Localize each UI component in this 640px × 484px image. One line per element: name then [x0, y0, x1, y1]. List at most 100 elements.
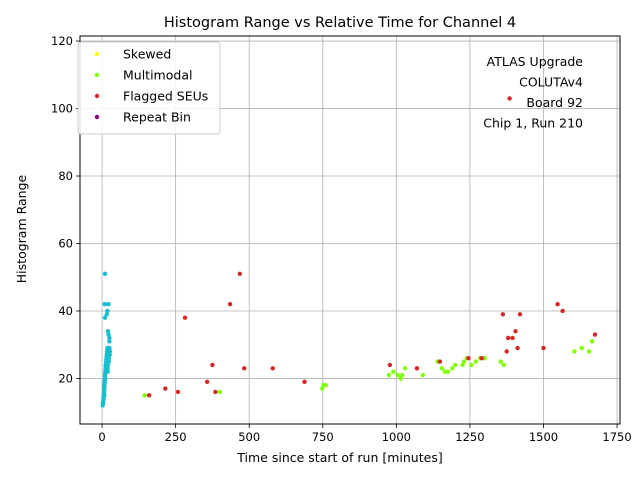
point-normal [106, 356, 112, 361]
point-flagged-seus [510, 335, 515, 341]
annotation-line: Board 92 [526, 95, 583, 110]
point-flagged-seus [555, 302, 560, 307]
point-normal [102, 393, 107, 398]
legend-marker-repeat-bin [94, 114, 100, 120]
point-normal [102, 315, 108, 320]
annotation-line: ATLAS Upgrade [487, 54, 584, 69]
point-flagged-seus [479, 356, 484, 361]
point-normal [105, 308, 110, 314]
point-flagged-seus [414, 366, 420, 371]
x-tick-label: 1500 [529, 430, 558, 444]
point-normal [105, 369, 110, 374]
point-normal [107, 349, 113, 354]
annotation-line: COLUTAv4 [519, 75, 583, 90]
point-flagged-seus [500, 312, 506, 317]
point-flagged-seus [213, 389, 218, 395]
point-flagged-seus [515, 345, 520, 351]
x-tick-label: 1000 [382, 430, 411, 444]
point-flagged-seus [163, 386, 168, 391]
point-normal [107, 339, 112, 344]
legend-label-repeat-bin: Repeat Bin [123, 110, 191, 125]
x-tick-label: 500 [238, 430, 260, 444]
point-multimodal [453, 362, 458, 368]
legend-label-multimodal: Multimodal [123, 68, 192, 83]
point-multimodal [469, 362, 474, 368]
y-tick-label: 100 [51, 102, 73, 116]
point-multimodal [498, 359, 504, 364]
point-flagged-seus [466, 356, 471, 361]
point-multimodal [450, 366, 455, 371]
point-flagged-seus [437, 359, 443, 364]
point-multimodal [217, 389, 222, 395]
point-multimodal [400, 372, 405, 378]
y-tick-label: 60 [58, 236, 73, 250]
point-multimodal [391, 369, 396, 374]
point-normal [102, 271, 108, 277]
data-points [100, 96, 598, 408]
x-tick-label: 1250 [455, 430, 484, 444]
point-flagged-seus [387, 362, 393, 368]
chart-annotation: ATLAS Upgrade COLUTAv4 Board 92 Chip 1, Run… [483, 54, 583, 131]
point-multimodal [579, 345, 584, 351]
chart-title: Histogram Range vs Relative Time for Cha… [164, 15, 516, 31]
point-multimodal [420, 372, 426, 378]
point-multimodal [589, 339, 595, 344]
y-tick-label: 80 [58, 169, 73, 183]
point-multimodal [586, 349, 592, 354]
point-multimodal [386, 372, 392, 378]
point-multimodal [319, 386, 325, 391]
point-multimodal [323, 383, 328, 388]
point-normal [106, 332, 111, 337]
point-flagged-seus [182, 315, 188, 320]
point-normal [106, 302, 111, 307]
legend: Skewed Multimodal Flagged SEUs Repeat Bin [77, 41, 221, 135]
x-tick-label: 0 [98, 430, 105, 444]
point-multimodal [398, 376, 403, 381]
y-tick-label: 40 [58, 304, 73, 318]
y-axis-label: Histogram Range [14, 174, 29, 283]
point-flagged-seus [505, 335, 511, 341]
point-multimodal [402, 366, 408, 371]
x-axis-label: Time since start of run [minutes] [236, 450, 442, 465]
point-flagged-seus [146, 393, 152, 398]
point-flagged-seus [592, 332, 598, 337]
x-tick-label: 1750 [602, 430, 631, 444]
point-multimodal [439, 366, 445, 371]
point-multimodal [461, 359, 467, 364]
legend-box [77, 41, 221, 135]
point-normal [106, 359, 112, 364]
point-flagged-seus [210, 362, 215, 368]
point-flagged-seus [175, 389, 181, 395]
point-flagged-seus [204, 379, 210, 385]
point-multimodal [460, 362, 465, 368]
point-normal [104, 312, 109, 317]
legend-marker-skewed [94, 51, 100, 57]
point-normal [107, 345, 112, 351]
point-multimodal [395, 372, 401, 378]
annotation-line: Chip 1, Run 210 [483, 116, 583, 131]
point-flagged-seus [242, 366, 247, 371]
y-tick-label: 120 [51, 34, 73, 48]
point-normal [105, 366, 110, 371]
point-flagged-seus [504, 349, 509, 354]
point-flagged-seus [541, 345, 546, 351]
point-multimodal [473, 359, 479, 364]
grid [80, 36, 620, 424]
point-normal [105, 329, 111, 334]
point-flagged-seus [237, 271, 242, 277]
point-flagged-seus [507, 96, 512, 101]
x-axis-ticks: 0 250 500 750 1000 1250 1500 1750 [98, 424, 632, 444]
point-multimodal [142, 393, 147, 398]
legend-label-flagged-seus: Flagged SEUs [123, 89, 208, 104]
point-flagged-seus [560, 308, 565, 314]
point-flagged-seus [227, 302, 233, 307]
x-tick-label: 750 [312, 430, 334, 444]
point-multimodal [501, 362, 506, 368]
y-tick-label: 20 [58, 371, 73, 385]
point-flagged-seus [513, 329, 518, 334]
legend-label-skewed: Skewed [123, 47, 171, 62]
legend-marker-multimodal [94, 72, 100, 78]
point-flagged-seus [270, 366, 275, 371]
point-multimodal [445, 369, 451, 374]
